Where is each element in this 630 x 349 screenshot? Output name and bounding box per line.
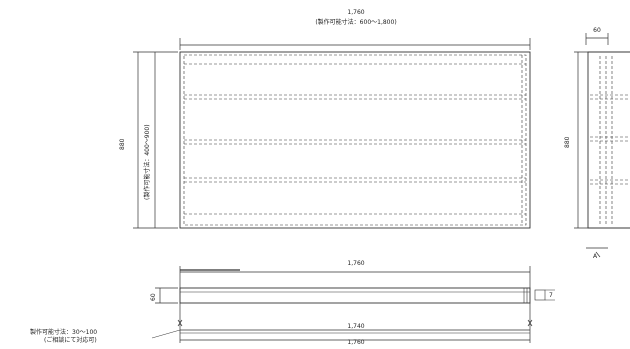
plan-inner-dimension-1: 1,740 [347,323,365,330]
plan-width-dimension: 1,760 [347,260,365,267]
front-height-dimension: 880 [119,138,126,150]
front-panel-outline [179,51,531,229]
front-width-range-note: (製作可能寸法：600〜1,800) [315,19,397,26]
side-height-dimension: 880 [564,136,571,148]
front-view [133,38,531,229]
side-panel-outline [587,51,630,229]
plan-range-note-line2: (ご相談にて対応可) [44,337,97,344]
plan-depth-dimension: 60 [150,293,157,301]
front-width-dimension: 1,760 [347,9,365,16]
plan-body-outline [179,287,531,304]
front-height-range-note: (製作可能寸法：400〜900) [144,124,151,200]
side-thickness-dimension: 60 [593,27,601,34]
plan-range-note-line1: 製作可能寸法：30〜100 [30,329,98,336]
front-hidden-lines [183,54,527,226]
side-view [574,33,630,258]
plan-view [151,266,555,343]
plan-inner-dimension-2: 1,760 [347,339,365,346]
plan-small-dimension: 7 [549,292,553,299]
side-detail-mark: A [593,253,598,260]
